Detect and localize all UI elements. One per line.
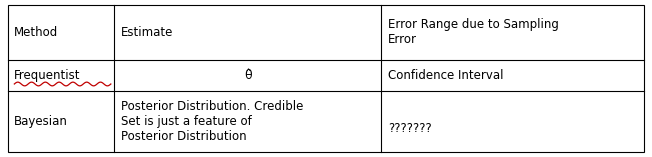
Text: Confidence Interval: Confidence Interval (388, 69, 503, 82)
Text: Posterior Distribution. Credible
Set is just a feature of
Posterior Distribution: Posterior Distribution. Credible Set is … (121, 100, 303, 143)
Text: θ̂: θ̂ (244, 69, 252, 82)
Text: Error Range due to Sampling
Error: Error Range due to Sampling Error (388, 18, 559, 46)
Text: Bayesian: Bayesian (14, 115, 68, 128)
Text: Estimate: Estimate (121, 26, 173, 39)
Text: Method: Method (14, 26, 59, 39)
Text: Frequentist: Frequentist (14, 69, 81, 82)
Text: ???????: ??????? (388, 122, 432, 135)
